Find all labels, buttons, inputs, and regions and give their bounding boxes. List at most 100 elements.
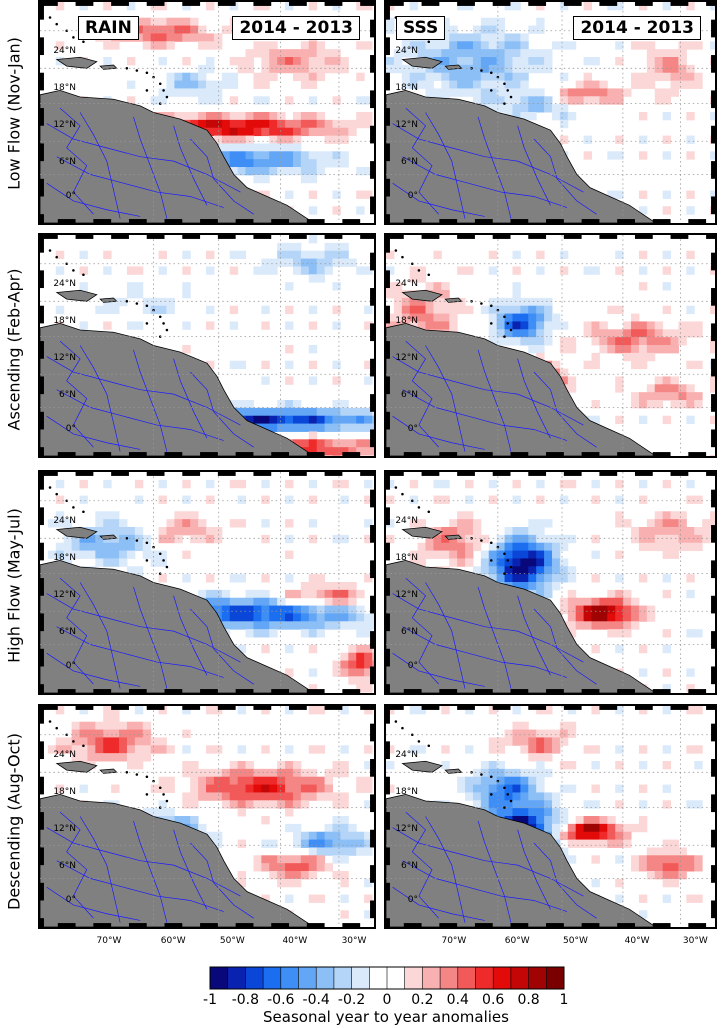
river-network xyxy=(46,340,254,452)
frame-ticks xyxy=(386,706,715,927)
frame-ticks xyxy=(40,235,374,456)
longitude-tick-label: 40°W xyxy=(282,936,308,946)
colorbar-swatch xyxy=(245,967,264,989)
map-canvas xyxy=(40,235,374,456)
latitude-tick-label: 18°N xyxy=(395,786,418,797)
south-america-landmass xyxy=(40,89,315,223)
latitude-tick-label: 18°N xyxy=(53,315,76,326)
anomaly-field xyxy=(386,706,703,919)
map-canvas xyxy=(40,706,374,927)
latitude-tick-label: 24°N xyxy=(395,45,418,56)
colorbar-tick-label: -1 xyxy=(203,992,217,1008)
latitude-tick-label: 24°N xyxy=(395,278,418,289)
river-network xyxy=(46,811,254,923)
caribbean-islands xyxy=(48,720,169,809)
rain-panel-high-flow: 0° 6°N 12°N 18°N 24°N xyxy=(38,470,376,695)
colorbar-tick-label: -0.4 xyxy=(302,992,330,1008)
sss-header-label: SSS xyxy=(396,16,446,40)
colorbar-swatch xyxy=(351,967,370,989)
latitude-tick-label: 0° xyxy=(65,423,76,434)
latitude-tick-label: 24°N xyxy=(53,749,76,760)
colorbar xyxy=(209,966,565,990)
frame-ticks xyxy=(40,706,374,927)
rain-panel-ascending: 0° 6°N 12°N 18°N 24°N xyxy=(38,233,376,458)
latitude-tick-label: 6°N xyxy=(59,157,76,167)
longitude-tick-label: 50°W xyxy=(219,936,245,946)
colorbar-swatch xyxy=(333,967,352,989)
colorbar-tick-label: -0.8 xyxy=(231,992,260,1008)
colorbar-tick-label: 0.2 xyxy=(411,992,434,1008)
colorbar-swatch xyxy=(316,967,335,989)
latitude-tick-label: 24°N xyxy=(395,515,418,526)
colorbar-tick-label: -0.2 xyxy=(337,992,366,1008)
caribbean-islands xyxy=(394,249,513,338)
latitude-tick-label: 24°N xyxy=(53,515,76,526)
latitude-tick-label: 0° xyxy=(407,660,418,671)
latitude-tick-label: 0° xyxy=(407,190,418,201)
map-canvas xyxy=(40,2,374,223)
caribbean-islands xyxy=(394,486,513,575)
colorbar-swatch xyxy=(528,967,547,989)
latitude-tick-label: 24°N xyxy=(395,749,418,760)
south-america-landmass xyxy=(40,559,315,693)
colorbar-swatch xyxy=(387,967,405,989)
colorbar-swatch xyxy=(440,967,459,989)
latitude-tick-label: 12°N xyxy=(53,352,76,363)
latitude-tick-label: 24°N xyxy=(53,278,76,289)
colorbar-tick-label: 0.4 xyxy=(446,992,469,1008)
south-america-landmass xyxy=(386,322,657,456)
latitude-tick-label: 18°N xyxy=(395,82,418,93)
colorbar-swatch xyxy=(546,967,565,989)
rain-panel-low-flow: RAIN 2014 - 2013 0° 6°N 12°N 18°N 24°N xyxy=(38,0,376,225)
longitude-tick-label: 50°W xyxy=(563,936,588,946)
row-label-descending: Descending (Aug-Oct) xyxy=(4,733,24,910)
latitude-tick-label: 0° xyxy=(407,894,418,905)
anomaly-field xyxy=(386,479,715,693)
colorbar-swatch xyxy=(227,967,246,989)
colorbar-tick-label: 0 xyxy=(382,992,392,1008)
latitude-tick-label: 12°N xyxy=(395,589,418,600)
colorbar-tick-label: 1 xyxy=(559,992,569,1008)
latitude-tick-label: 0° xyxy=(65,190,76,201)
river-network xyxy=(392,340,597,452)
latitude-tick-label: 18°N xyxy=(53,82,76,93)
rain-header-label: RAIN xyxy=(78,16,139,40)
south-america-landmass xyxy=(386,89,657,223)
row-label-low-flow: Low Flow (Nov-Jan) xyxy=(4,37,24,190)
latitude-tick-label: 0° xyxy=(407,423,418,434)
latitude-tick-label: 18°N xyxy=(53,552,76,563)
rain-panel-descending: 0° 6°N 12°N 18°N 24°N xyxy=(38,704,376,929)
latitude-tick-label: 6°N xyxy=(401,157,418,167)
longitude-tick-label: 30°W xyxy=(341,936,367,946)
south-america-landmass xyxy=(386,559,657,693)
sss-panel-low-flow: SSS 2014 - 2013 0° 6°N 12°N 18°N 24°N xyxy=(384,0,717,225)
south-america-landmass xyxy=(40,322,315,456)
colorbar-tick-label: 0.8 xyxy=(517,992,540,1008)
map-canvas xyxy=(386,472,715,693)
row-label-ascending: Ascending (Feb-Apr) xyxy=(4,268,24,431)
colorbar-swatch xyxy=(493,967,512,989)
latitude-tick-label: 0° xyxy=(65,660,76,671)
latitude-tick-label: 12°N xyxy=(395,352,418,363)
caribbean-islands xyxy=(48,16,169,105)
longitude-tick-label: 70°W xyxy=(441,936,467,946)
frame-ticks xyxy=(40,2,374,223)
caribbean-islands xyxy=(48,249,169,338)
colorbar-swatch xyxy=(457,967,476,989)
colorbar-swatch xyxy=(475,967,494,989)
south-america-landmass xyxy=(386,793,657,927)
rain-years-label: 2014 - 2013 xyxy=(232,16,360,40)
colorbar-tick-label: 0.6 xyxy=(482,992,505,1008)
latitude-tick-label: 24°N xyxy=(53,45,76,56)
row-label-high-flow: High Flow (May-Jul) xyxy=(4,508,24,663)
latitude-tick-label: 18°N xyxy=(395,552,418,563)
sss-years-label: 2014 - 2013 xyxy=(573,16,701,40)
frame-ticks xyxy=(386,235,715,456)
river-network xyxy=(392,107,597,219)
sss-panel-descending: 0° 6°N 12°N 18°N 24°N xyxy=(384,704,717,929)
frame-ticks xyxy=(386,472,715,693)
latitude-tick-label: 18°N xyxy=(53,786,76,797)
caribbean-islands xyxy=(48,486,169,575)
south-america-landmass xyxy=(40,793,315,927)
latitude-tick-label: 6°N xyxy=(59,390,76,400)
